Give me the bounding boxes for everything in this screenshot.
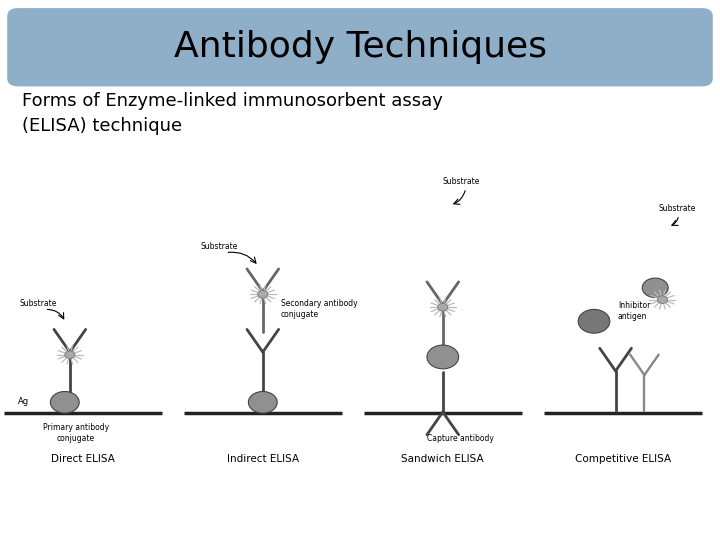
Circle shape [438, 303, 448, 311]
Text: Substrate: Substrate [442, 177, 480, 186]
Text: Substrate: Substrate [19, 299, 57, 308]
Circle shape [578, 309, 610, 333]
Text: Inhibitor
antigen: Inhibitor antigen [618, 301, 650, 321]
Text: Indirect ELISA: Indirect ELISA [227, 454, 299, 464]
Text: Substrate: Substrate [201, 242, 238, 251]
Text: Substrate: Substrate [658, 204, 696, 213]
Circle shape [65, 351, 75, 359]
Text: Antibody Techniques: Antibody Techniques [174, 30, 546, 64]
Circle shape [642, 278, 668, 298]
Circle shape [248, 392, 277, 413]
Circle shape [258, 291, 268, 298]
Text: Ag: Ag [18, 396, 29, 406]
Circle shape [50, 392, 79, 413]
Text: Secondary antibody
conjugate: Secondary antibody conjugate [281, 299, 357, 319]
Text: Sandwich ELISA: Sandwich ELISA [402, 454, 484, 464]
Text: Direct ELISA: Direct ELISA [51, 454, 114, 464]
Circle shape [657, 296, 667, 303]
Text: Capture antibody: Capture antibody [428, 434, 494, 443]
Circle shape [427, 345, 459, 369]
Text: Primary antibody
conjugate: Primary antibody conjugate [42, 423, 109, 443]
Text: Competitive ELISA: Competitive ELISA [575, 454, 671, 464]
FancyBboxPatch shape [7, 8, 713, 86]
Text: Forms of Enzyme-linked immunosorbent assay
(ELISA) technique: Forms of Enzyme-linked immunosorbent ass… [22, 92, 443, 135]
